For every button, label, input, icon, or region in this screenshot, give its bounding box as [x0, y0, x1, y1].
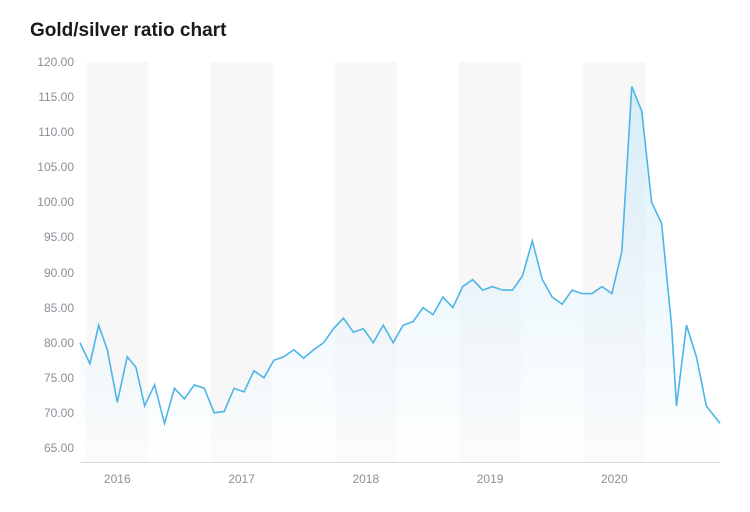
plot-svg [80, 62, 720, 462]
y-tick-label: 75.00 [30, 371, 74, 385]
y-tick-label: 115.00 [30, 90, 74, 104]
y-tick-label: 105.00 [30, 160, 74, 174]
x-axis-line [80, 462, 720, 463]
y-axis: 65.00 70.00 75.00 80.00 85.00 90.00 95.00 100.0… [30, 62, 78, 462]
plot-area [80, 62, 720, 462]
x-tick-label: 2020 [601, 472, 628, 486]
chart-container: Gold/silver ratio chart 65.00 70.00 75.00 8… [0, 0, 750, 512]
y-tick-label: 85.00 [30, 301, 74, 315]
y-tick-label: 110.00 [30, 125, 74, 139]
y-tick-label: 80.00 [30, 336, 74, 350]
x-tick-label: 2016 [104, 472, 131, 486]
y-tick-label: 90.00 [30, 266, 74, 280]
y-tick-label: 100.00 [30, 195, 74, 209]
x-tick-label: 2019 [477, 472, 504, 486]
x-tick-label: 2018 [352, 472, 379, 486]
y-tick-label: 120.00 [30, 55, 74, 69]
y-tick-label: 65.00 [30, 441, 74, 455]
x-axis: 2016 2017 2018 2019 2020 [80, 462, 720, 492]
y-tick-label: 95.00 [30, 230, 74, 244]
y-tick-label: 70.00 [30, 406, 74, 420]
x-tick-label: 2017 [228, 472, 255, 486]
chart-title: Gold/silver ratio chart [30, 20, 720, 42]
chart-wrap: 65.00 70.00 75.00 80.00 85.00 90.00 95.00 100.0… [30, 62, 720, 502]
